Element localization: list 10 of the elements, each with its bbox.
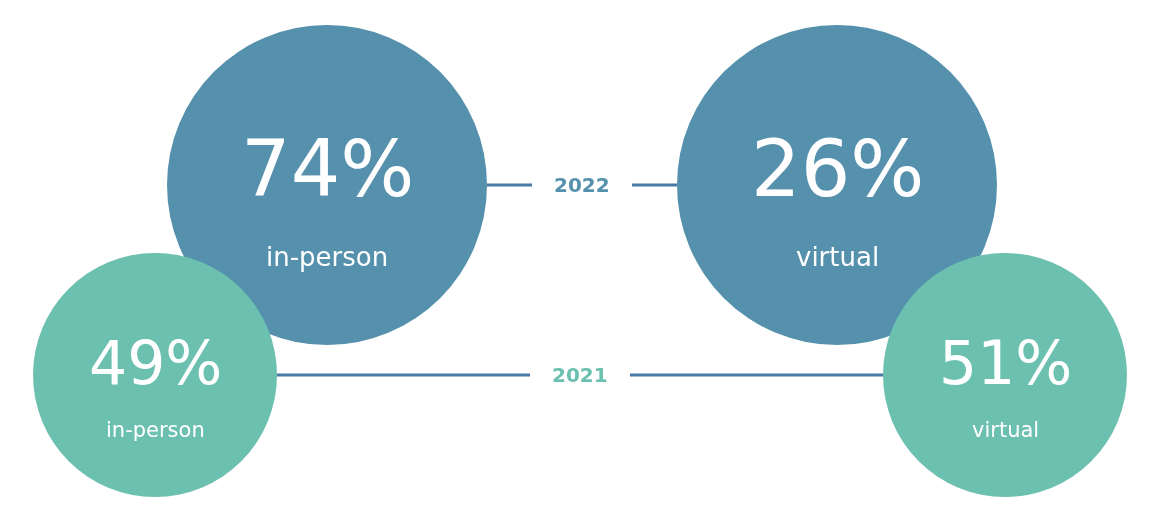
- data-label: 49%: [89, 328, 223, 398]
- data-label: 26%: [751, 124, 925, 214]
- category-label: virtual: [972, 418, 1040, 442]
- category-label: virtual: [796, 242, 880, 272]
- data-label: 74%: [241, 124, 415, 214]
- category-label: in-person: [106, 418, 205, 442]
- data-label: 51%: [939, 328, 1073, 398]
- category-label: in-person: [266, 242, 389, 272]
- text: 2021: [552, 363, 608, 387]
- text: 2022: [554, 173, 610, 197]
